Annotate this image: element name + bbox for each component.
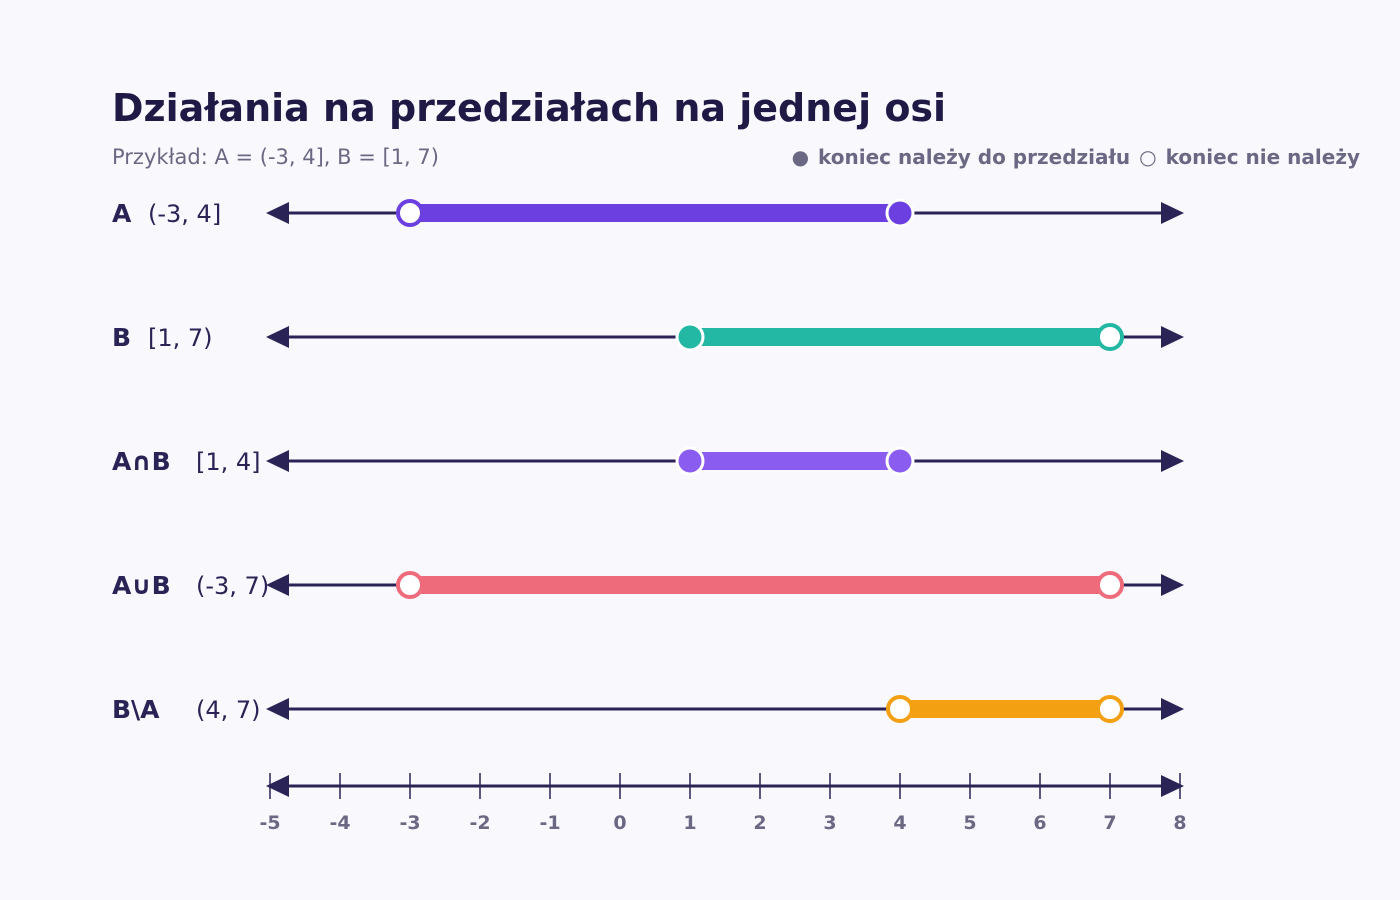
row-3-right-arrow-icon: [1161, 450, 1184, 472]
tick-label: 7: [1103, 812, 1116, 834]
tick-label: 1: [683, 812, 696, 834]
tick-label: 5: [963, 812, 976, 834]
row-3-left-arrow-icon: [266, 450, 289, 472]
row-4-interval-bar: [410, 576, 1110, 594]
reference-left-arrow-icon: [266, 775, 289, 797]
reference-right-arrow-icon: [1161, 775, 1184, 797]
legend-open-label: koniec nie należy: [1165, 145, 1360, 169]
row-2-interval-text: [1, 7): [148, 324, 213, 352]
row-1-right-arrow-icon: [1161, 202, 1184, 224]
row-1-set-name: A: [112, 199, 132, 228]
row-4-set-name: A∪B: [112, 571, 171, 600]
page-title: Działania na przedziałach na jednej osi: [112, 86, 947, 130]
legend-open-icon: ○: [1139, 145, 1157, 169]
row-4-interval-text: (-3, 7): [196, 572, 269, 600]
legend-closed-icon: ●: [791, 145, 810, 169]
row-2-interval-bar: [690, 328, 1110, 346]
tick-label: -2: [469, 812, 490, 834]
row-5-interval-text: (4, 7): [196, 696, 261, 724]
row-4-right-arrow-icon: [1161, 574, 1184, 596]
row-1-interval-bar: [410, 204, 900, 222]
tick-label: 3: [823, 812, 836, 834]
row-2-start-closed-point: [675, 322, 705, 352]
row-3-set-name: A∩B: [112, 447, 171, 476]
row-2-right-arrow-icon: [1161, 326, 1184, 348]
tick-label: -5: [259, 812, 280, 834]
row-5-left-arrow-icon: [266, 698, 289, 720]
subtitle: Przykład: A = (-3, 4], B = [1, 7): [112, 145, 439, 169]
tick-label: -4: [329, 812, 350, 834]
row-5-right-arrow-icon: [1161, 698, 1184, 720]
row-4-end-open-point: [1096, 571, 1124, 599]
row-5-start-open-point: [886, 695, 914, 723]
row-1-interval-text: (-3, 4]: [148, 200, 221, 228]
legend: ● koniec należy do przedziału ○ koniec n…: [790, 145, 1360, 169]
tick-label: 8: [1173, 812, 1186, 834]
row-4-start-open-point: [396, 571, 424, 599]
row-5-end-open-point: [1096, 695, 1124, 723]
row-5-interval-bar: [900, 700, 1110, 718]
tick-label: -3: [399, 812, 420, 834]
row-2-set-name: B: [112, 323, 131, 352]
row-3-end-closed-point: [885, 446, 915, 476]
tick-label: -1: [539, 812, 560, 834]
tick-label: 6: [1033, 812, 1046, 834]
row-1-end-closed-point: [885, 198, 915, 228]
tick-label: 2: [753, 812, 766, 834]
row-1-left-arrow-icon: [266, 202, 289, 224]
row-2-left-arrow-icon: [266, 326, 289, 348]
row-3-start-closed-point: [675, 446, 705, 476]
row-3-interval-text: [1, 4]: [196, 448, 261, 476]
row-4-left-arrow-icon: [266, 574, 289, 596]
tick-label: 0: [613, 812, 626, 834]
row-3-interval-bar: [690, 452, 900, 470]
row-1-start-open-point: [396, 199, 424, 227]
row-2-end-open-point: [1096, 323, 1124, 351]
row-5-set-name: B\A: [112, 695, 160, 724]
legend-closed-label: koniec należy do przedziału: [818, 145, 1131, 169]
tick-label: 4: [893, 812, 906, 834]
